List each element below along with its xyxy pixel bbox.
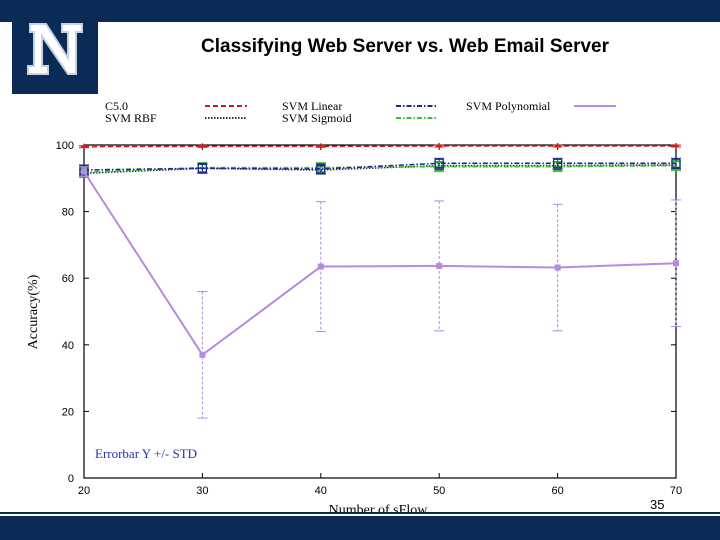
y-tick-label: 20 (62, 406, 74, 418)
data-point (436, 142, 443, 149)
data-point (434, 158, 444, 168)
x-tick-label: 20 (78, 485, 90, 497)
legend-label: SVM Linear (282, 99, 342, 113)
data-point (199, 351, 206, 358)
data-point (673, 142, 679, 149)
x-tick-label: 50 (433, 485, 445, 497)
x-tick-label: 30 (196, 485, 208, 497)
data-point (554, 142, 561, 149)
series-c5-0 (79, 142, 681, 150)
y-tick-label: 100 (56, 140, 74, 152)
data-point (673, 260, 679, 267)
y-tick-label: 0 (68, 473, 74, 485)
top-band (0, 0, 720, 22)
x-tick-label: 40 (315, 485, 327, 497)
series-svm-polynomial (79, 166, 681, 419)
bottom-band (0, 516, 720, 540)
data-point (671, 158, 681, 168)
data-point (316, 164, 326, 174)
university-logo (12, 0, 98, 94)
axes: 0 20 40 60 80 100 20 30 40 50 60 70 (56, 140, 682, 497)
page-number: 35 (650, 497, 665, 512)
legend-label: SVM Sigmoid (282, 111, 352, 125)
series-line (83, 171, 677, 357)
series-line (83, 162, 676, 171)
legend-label: SVM Polynomial (466, 99, 551, 113)
x-tick-label: 70 (670, 485, 682, 497)
errorbar-annotation: Errorbar Y +/- STD (95, 446, 197, 461)
data-point (436, 262, 443, 269)
plot-frame (83, 144, 677, 479)
data-point (81, 168, 87, 175)
data-point (317, 263, 324, 270)
n-logo-icon (27, 23, 83, 75)
y-axis-label: Accuracy(%) (26, 274, 41, 349)
data-point (554, 264, 561, 271)
legend: C5.0 SVM Linear SVM Polynomial SVM RBF SVM S… (105, 99, 616, 125)
y-tick-label: 60 (62, 273, 74, 285)
data-point (197, 163, 207, 173)
data-point (199, 143, 206, 150)
x-tick-label: 60 (551, 485, 563, 497)
data-point (81, 143, 87, 150)
bottom-rule (0, 512, 720, 514)
y-tick-label: 40 (62, 340, 74, 352)
legend-label: SVM RBF (105, 111, 157, 125)
series-line (83, 145, 676, 148)
data-point (317, 143, 324, 150)
series-layer (79, 142, 681, 419)
data-point (552, 158, 563, 168)
x-axis-label: Number of sFlow (329, 503, 429, 518)
slide-title: Classifying Web Server vs. Web Email Ser… (201, 36, 609, 57)
y-tick-label: 80 (62, 207, 74, 219)
legend-label: C5.0 (105, 99, 128, 113)
